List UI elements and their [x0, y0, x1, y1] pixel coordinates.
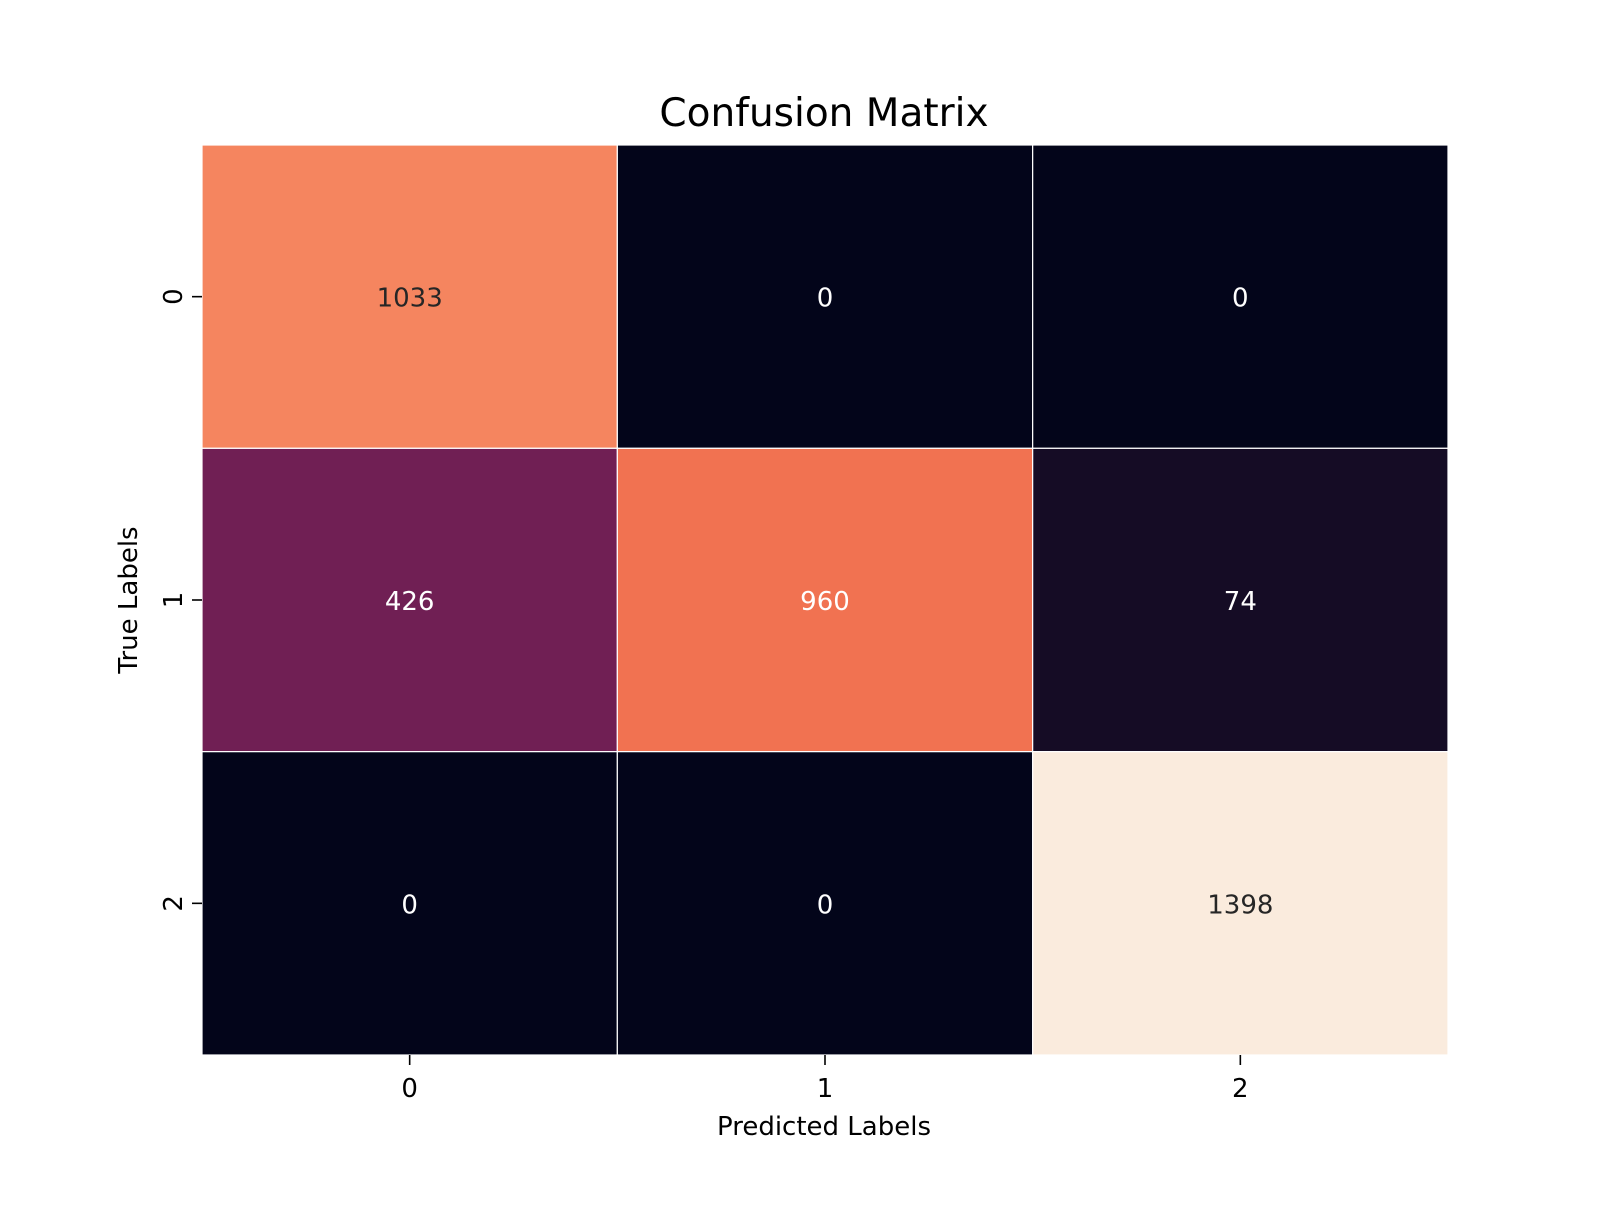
chart-title: Confusion Matrix: [659, 91, 988, 136]
heatmap-cell-r0-c1: [616, 144, 1034, 449]
cell-value-label-r1-c0: 426: [385, 587, 435, 617]
cell-value-label-r1-c1: 960: [800, 587, 850, 617]
heatmap-cell-r2-c1: [616, 751, 1034, 1056]
y-tick-label-2: 2: [159, 895, 189, 912]
y-axis-label: True Labels: [114, 526, 144, 674]
cell-value-label-r0-c2: 0: [1232, 284, 1249, 314]
heatmap-cell-r2-c0: [201, 751, 618, 1056]
cell-value-label-r0-c0: 1033: [377, 284, 443, 314]
x-axis-label: Predicted Labels: [717, 1112, 931, 1142]
cell-value-label-r2-c1: 0: [817, 890, 834, 920]
heatmap-cell-r0-c0: [201, 144, 618, 449]
cell-value-label-r1-c2: 74: [1224, 587, 1257, 617]
x-tick-label-2: 2: [1232, 1074, 1249, 1104]
y-axis-ticks: 0 1 2: [159, 288, 202, 912]
y-tick-label-0: 0: [159, 288, 189, 305]
y-tick-label-1: 1: [159, 592, 189, 609]
cell-value-label-r2-c2: 1398: [1207, 890, 1273, 920]
heatmap-cell-r0-c2: [1032, 144, 1449, 449]
heatmap-cell-r1-c2: [1032, 447, 1449, 753]
heatmap-cells: [201, 144, 1449, 1056]
x-tick-label-0: 0: [401, 1074, 418, 1104]
x-tick-label-1: 1: [817, 1074, 834, 1104]
heatmap-cell-r2-c2: [1032, 751, 1449, 1056]
cell-value-label-r2-c0: 0: [401, 890, 418, 920]
cell-value-labels: 1033 0 0 426 960 74 0 0 1398: [377, 284, 1274, 921]
x-axis-ticks: 0 1 2: [401, 1055, 1249, 1104]
heatmap-cell-r1-c0: [201, 447, 618, 753]
cell-value-label-r0-c1: 0: [817, 284, 834, 314]
